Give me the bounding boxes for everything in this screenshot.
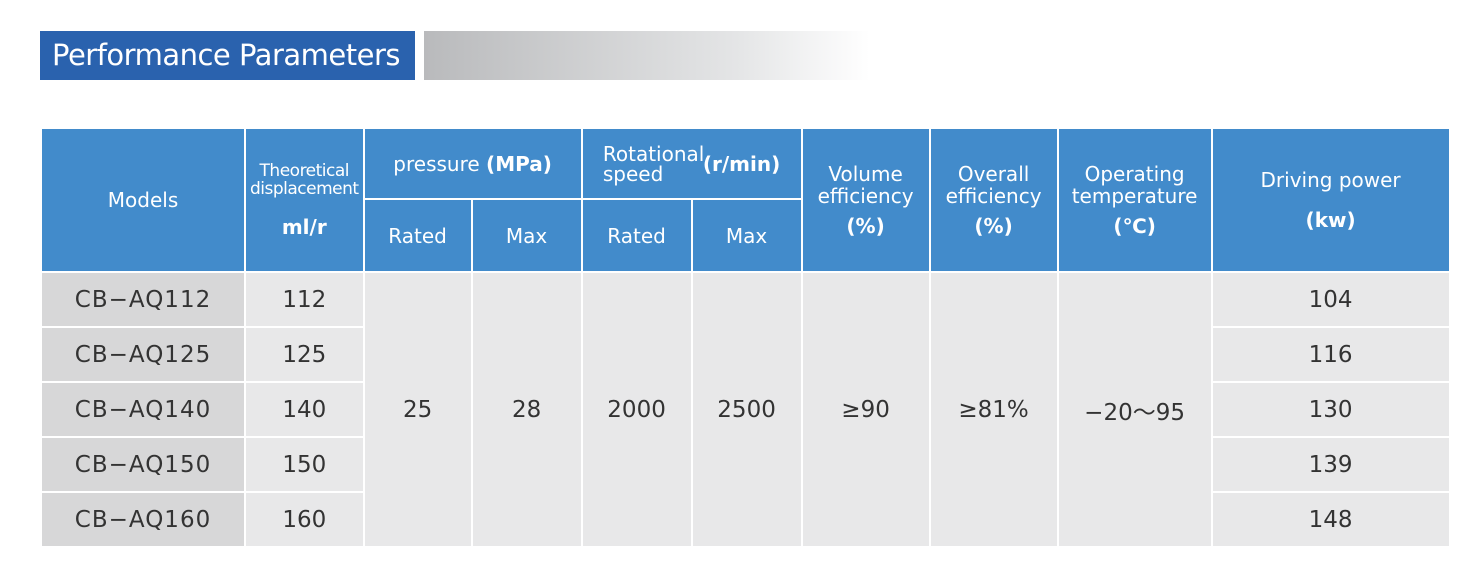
table-row: CB−AQ140 140 130	[42, 383, 1449, 436]
displacement-cell: 150	[246, 438, 363, 491]
displacement-cell: 160	[246, 493, 363, 546]
header-speed: Rotational speed (r/min)	[582, 129, 801, 198]
displacement-cell: 140	[246, 383, 363, 436]
section-title: Performance Parameters	[40, 31, 415, 80]
table-row: CB−AQ125 125 116	[42, 328, 1449, 381]
header-pressure-max: Max	[472, 200, 581, 271]
table-row: CB−AQ160 160 148	[42, 493, 1449, 546]
header-temperature: Operating temperature (℃)	[1058, 129, 1211, 271]
model-cell: CB−AQ160	[42, 493, 244, 546]
header-speed-rated: Rated	[582, 200, 691, 271]
header-pressure-rated: Rated	[364, 200, 471, 271]
power-cell: 130	[1212, 383, 1449, 436]
table-row: CB−AQ112 112 25 28 2000 2500 ≥90 ≥81% −2…	[42, 273, 1449, 546]
header-volume-efficiency: Volume efficiency (%)	[802, 129, 929, 271]
temperature-cell: −20～95	[1058, 273, 1211, 546]
speed-rated-cell: 2000	[582, 273, 691, 546]
header-pressure: pressure (MPa)	[364, 129, 581, 198]
model-cell: CB−AQ125	[42, 328, 244, 381]
header-displacement: Theoretical displacement ml/r	[246, 129, 363, 271]
header-speed-max: Max	[692, 200, 801, 271]
speed-max-cell: 2500	[692, 273, 801, 546]
header-models: Models	[42, 129, 244, 271]
displacement-cell: 125	[246, 328, 363, 381]
displacement-cell: 112	[246, 273, 363, 326]
model-cell: CB−AQ150	[42, 438, 244, 491]
overall-efficiency-cell: ≥81%	[930, 273, 1057, 546]
power-cell: 104	[1212, 273, 1449, 326]
power-cell: 139	[1212, 438, 1449, 491]
model-cell: CB−AQ140	[42, 383, 244, 436]
header-overall-efficiency: Overall efficiency (%)	[930, 129, 1057, 271]
performance-table: Models Theoretical displacement ml/r pres…	[40, 127, 1451, 548]
volume-efficiency-cell: ≥90	[802, 273, 929, 546]
title-gradient-bar	[424, 31, 870, 80]
power-cell: 116	[1212, 328, 1449, 381]
pressure-max-cell: 28	[472, 273, 581, 546]
model-cell: CB−AQ112	[42, 273, 244, 326]
header-power: Driving power (kw)	[1212, 129, 1449, 271]
table-row: CB−AQ150 150 139	[42, 438, 1449, 491]
power-cell: 148	[1212, 493, 1449, 546]
pressure-rated-cell: 25	[364, 273, 471, 546]
